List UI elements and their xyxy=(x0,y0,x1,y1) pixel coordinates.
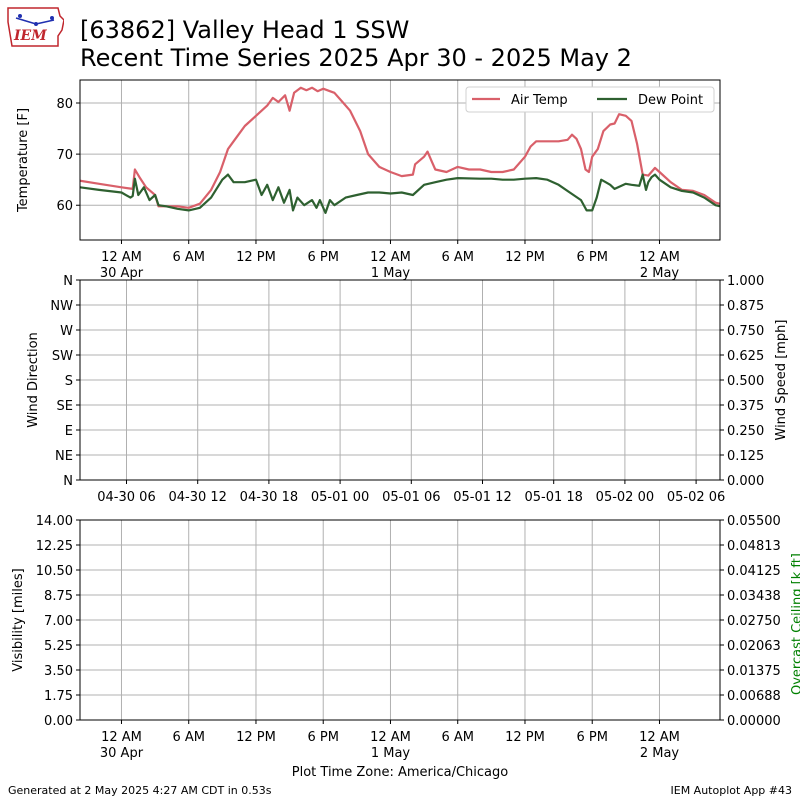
wind-speed-tick-label: 0.250 xyxy=(727,424,764,439)
temp-y-axis-label: Temperature [F] xyxy=(16,108,31,213)
wind-direction-tick-label: S xyxy=(65,374,73,389)
temp-y-tick-label: 70 xyxy=(56,148,73,163)
visibility-axis-label: Visibility [miles] xyxy=(11,568,26,671)
temp-x-tick-label: 12 PM xyxy=(236,250,276,265)
ceiling-tick-label: 0.04813 xyxy=(727,539,781,554)
visibility-tick-label: 3.50 xyxy=(44,664,73,679)
temp-x-tick-label: 6 PM xyxy=(576,250,607,265)
vis-x-tick-label: 6 AM xyxy=(441,730,474,745)
temp-legend-box xyxy=(465,86,715,113)
wind-direction-axis-label: Wind Direction xyxy=(26,332,41,428)
vis-x-tick-date-label: 1 May xyxy=(371,746,411,761)
temp-y-tick-label: 60 xyxy=(56,199,73,214)
temp-x-tick-date-label: 30 Apr xyxy=(100,266,144,281)
wind-x-tick-label: 05-01 18 xyxy=(524,490,582,505)
visibility-tick-label: 1.75 xyxy=(44,689,73,704)
wind-speed-tick-label: 0.875 xyxy=(727,299,764,314)
footer-generated-text: Generated at 2 May 2025 4:27 AM CDT in 0… xyxy=(8,784,272,797)
wind-speed-axis-label: Wind Speed [mph] xyxy=(774,320,789,441)
wind-x-tick-label: 05-01 12 xyxy=(453,490,511,505)
footer-app-text: IEM Autoplot App #43 xyxy=(670,784,793,797)
wind-direction-tick-label: SW xyxy=(52,349,73,364)
vis-x-tick-label: 12 PM xyxy=(236,730,276,745)
visibility-tick-label: 5.25 xyxy=(44,639,73,654)
chart-title-line-1: [63862] Valley Head 1 SSW xyxy=(80,16,410,44)
iowa-map-icon xyxy=(7,7,65,47)
wind-x-tick-label: 04-30 12 xyxy=(168,490,226,505)
visibility-tick-label: 7.00 xyxy=(44,614,73,629)
ceiling-tick-label: 0.03438 xyxy=(727,589,781,604)
wind-x-tick-label: 05-02 06 xyxy=(667,490,725,505)
wind-x-tick-label: 05-01 00 xyxy=(311,490,369,505)
wind-speed-tick-label: 0.625 xyxy=(727,349,764,364)
wind-direction-tick-label: N xyxy=(63,274,73,289)
wind-speed-tick-label: 0.500 xyxy=(727,374,764,389)
wind-x-tick-label: 04-30 06 xyxy=(97,490,155,505)
wind-direction-tick-label: N xyxy=(63,474,73,489)
legend-dew-point-label: Dew Point xyxy=(638,93,703,108)
logo-text: IEM xyxy=(14,28,47,44)
ceiling-tick-label: 0.02750 xyxy=(727,614,781,629)
vis-x-tick-date-label: 30 Apr xyxy=(100,746,144,761)
wind-plot-frame xyxy=(79,279,721,481)
visibility-tick-label: 0.00 xyxy=(44,714,73,729)
wind-direction-tick-label: NE xyxy=(55,449,73,464)
ceiling-tick-label: 0.00000 xyxy=(727,714,781,729)
vis-x-tick-label: 12 PM xyxy=(505,730,545,745)
wind-speed-tick-label: 0.750 xyxy=(727,324,764,339)
temp-x-tick-label: 12 AM xyxy=(101,250,142,265)
dew-point-line xyxy=(80,173,720,214)
ceiling-tick-label: 0.02063 xyxy=(727,639,781,654)
vis-x-tick-label: 6 PM xyxy=(576,730,607,745)
wind-direction-tick-label: SE xyxy=(57,399,73,414)
vis-x-tick-label: 12 AM xyxy=(370,730,411,745)
wind-speed-tick-label: 0.125 xyxy=(727,449,764,464)
visibility-tick-label: 10.50 xyxy=(36,564,73,579)
wind-speed-tick-label: 0.375 xyxy=(727,399,764,414)
ceiling-axis-label: Overcast Ceiling [k ft] xyxy=(790,553,800,695)
wind-direction-tick-label: NW xyxy=(50,299,73,314)
temp-x-tick-label: 12 AM xyxy=(370,250,411,265)
wind-speed-tick-label: 0.000 xyxy=(727,474,764,489)
visibility-tick-label: 12.25 xyxy=(36,539,73,554)
wind-speed-tick-label: 1.000 xyxy=(727,274,764,289)
iem-logo xyxy=(6,6,65,50)
ceiling-tick-label: 0.00688 xyxy=(727,689,781,704)
wind-x-tick-label: 04-30 18 xyxy=(240,490,298,505)
vis-x-tick-label: 12 AM xyxy=(101,730,142,745)
temp-x-tick-date-label: 1 May xyxy=(371,266,411,281)
legend-air-temp-label: Air Temp xyxy=(511,93,568,108)
temp-plot-frame xyxy=(79,79,721,241)
chart-title-line-2: Recent Time Series 2025 Apr 30 - 2025 Ma… xyxy=(80,44,632,72)
temp-x-tick-label: 12 PM xyxy=(505,250,545,265)
time-zone-axis-label: Plot Time Zone: America/Chicago xyxy=(292,765,508,780)
wind-x-tick-label: 05-02 00 xyxy=(596,490,654,505)
vis-x-tick-label: 12 AM xyxy=(639,730,680,745)
visibility-tick-label: 8.75 xyxy=(44,589,73,604)
ceiling-tick-label: 0.05500 xyxy=(727,514,781,529)
temp-x-tick-label: 12 AM xyxy=(639,250,680,265)
visibility-tick-label: 14.00 xyxy=(36,514,73,529)
temp-x-tick-label: 6 PM xyxy=(307,250,338,265)
wind-x-tick-label: 05-01 06 xyxy=(382,490,440,505)
temp-x-tick-label: 6 AM xyxy=(441,250,474,265)
vis-x-tick-label: 6 AM xyxy=(172,730,205,745)
temp-x-tick-label: 6 AM xyxy=(172,250,205,265)
vis-plot-frame xyxy=(79,519,721,721)
air-temp-line xyxy=(80,86,720,209)
wind-direction-tick-label: E xyxy=(65,424,73,439)
ceiling-tick-label: 0.01375 xyxy=(727,664,781,679)
vis-x-tick-label: 6 PM xyxy=(307,730,338,745)
temp-x-tick-date-label: 2 May xyxy=(640,266,680,281)
temp-y-tick-label: 80 xyxy=(56,97,73,112)
vis-x-tick-date-label: 2 May xyxy=(640,746,680,761)
ceiling-tick-label: 0.04125 xyxy=(727,564,781,579)
wind-direction-tick-label: W xyxy=(60,324,73,339)
